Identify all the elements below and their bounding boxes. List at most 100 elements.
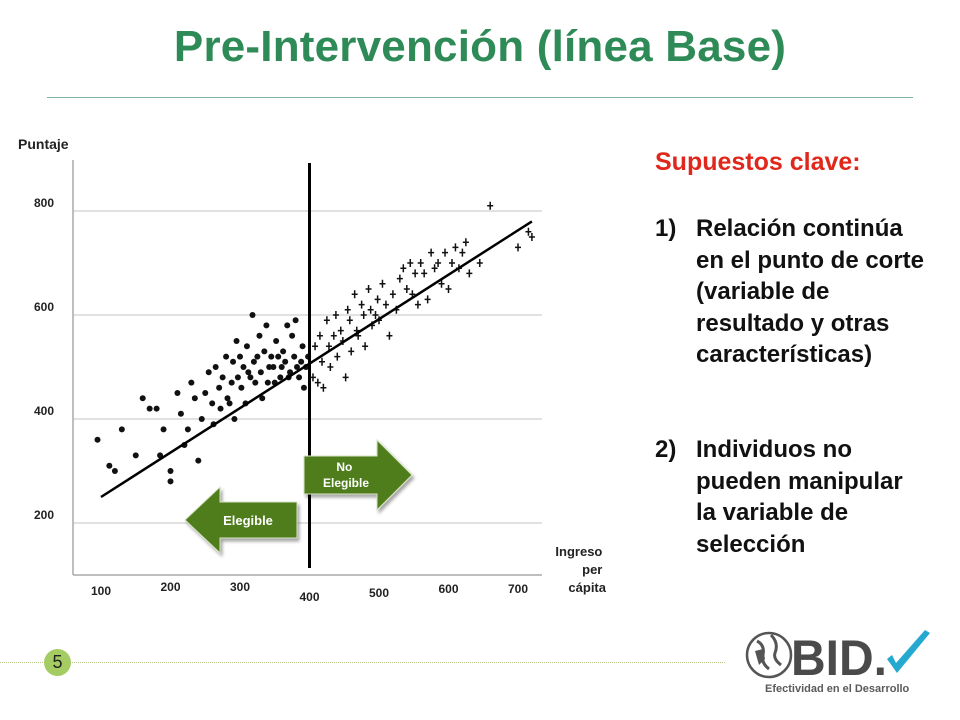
not-eligible-point [316, 331, 323, 340]
checkmark-icon [887, 630, 930, 673]
eligible-point [132, 452, 139, 459]
eligible-point [263, 322, 270, 329]
eligible-point [247, 374, 254, 381]
x-tick-label: 400 [299, 590, 319, 604]
eligible-point [94, 436, 101, 443]
not-eligible-point [332, 311, 339, 319]
eligible-point [219, 374, 226, 381]
eligible-point [167, 478, 174, 485]
eligible-point [259, 395, 266, 402]
not-eligible-point [487, 201, 494, 210]
x-tick-label: 200 [160, 580, 180, 594]
not-eligible-point [424, 295, 431, 304]
eligible-point [223, 353, 230, 360]
eligible-point [118, 426, 125, 433]
not-eligible-point [348, 347, 355, 356]
not-eligible-point [337, 326, 344, 335]
not-eligible-point [374, 295, 381, 304]
page-number-badge: 5 [44, 649, 71, 676]
x-tick-label: 700 [508, 582, 528, 596]
eligible-point [106, 462, 113, 469]
eligible-point [160, 426, 167, 433]
eligible-point [230, 358, 237, 365]
scatter-chart: Puntaje 800 600 400 200 100 200 300 400 500 600 7… [18, 136, 607, 604]
not-eligible-point [396, 274, 403, 283]
eligible-point [249, 312, 256, 318]
eligible-point [167, 468, 174, 474]
not-eligible-point [428, 248, 435, 257]
bid-logo-text: BID. [791, 630, 887, 685]
not-eligible-point [407, 259, 414, 267]
not-eligible-point [334, 352, 341, 361]
eligible-point [237, 353, 243, 360]
y-tick-label: 400 [34, 404, 54, 418]
eligible-point [188, 379, 195, 386]
eligible-point [273, 338, 280, 344]
eligible-point [256, 332, 263, 339]
key-assumptions-title: Supuestos clave: [655, 148, 861, 176]
eligible-point [266, 364, 273, 370]
not-eligible-point [382, 300, 389, 309]
grid-lines [73, 210, 542, 524]
slide-title: Pre-Intervención (línea Base) [173, 22, 787, 71]
eligible-point [282, 358, 289, 365]
bid-logo: BID. Efectividad en el Desarrollo [735, 625, 935, 705]
key-point-text: Relación continúa en el punto de corte (… [696, 215, 925, 368]
not-eligible-point [525, 227, 532, 236]
eligible-point [300, 384, 307, 391]
eligible-point [228, 379, 235, 386]
eligible-point [191, 395, 198, 402]
y-axis-label: Puntaje [18, 136, 69, 152]
eligible-point [250, 358, 257, 365]
y-tick-labels: 800 600 400 200 [34, 196, 54, 522]
eligible-point [153, 405, 160, 412]
eligible-point [231, 416, 238, 422]
not-eligible-point [417, 259, 424, 267]
eligible-point [234, 374, 241, 381]
eligible-point [284, 322, 291, 329]
eligible-point [261, 348, 268, 355]
eligible-point [280, 348, 287, 355]
key-point-number: 1) [655, 215, 677, 242]
x-tick-labels: 100 200 300 400 500 600 700 [91, 580, 528, 604]
eligible-point [264, 379, 271, 386]
not-eligible-point [346, 316, 353, 325]
y-tick-label: 800 [34, 196, 54, 210]
not-eligible-point [319, 357, 326, 366]
not-eligible-point [379, 279, 386, 288]
eligible-point [268, 353, 275, 360]
not-eligible-point [445, 285, 452, 293]
eligible-point [184, 426, 191, 433]
eligible-point [205, 369, 212, 376]
not-eligible-point [358, 300, 365, 309]
eligible-arrow: Elegible [184, 485, 298, 555]
eligible-point [278, 364, 285, 370]
not-eligible-point [365, 285, 372, 293]
not-eligible-point [312, 342, 319, 351]
eligible-point [209, 400, 216, 407]
eligible-point [243, 343, 250, 350]
eligible-point [233, 338, 240, 344]
eligible-point [277, 374, 284, 381]
not-eligible-point [389, 290, 396, 299]
eligible-point [238, 384, 245, 391]
y-tick-label: 200 [34, 508, 54, 522]
not-eligible-point [362, 342, 369, 351]
not-eligible-point [351, 290, 358, 299]
eligible-point [177, 410, 184, 417]
not-eligible-point [414, 300, 421, 309]
eligible-point [254, 353, 261, 360]
not-eligible-point [431, 264, 438, 273]
not-eligible-point [386, 331, 393, 340]
not-eligible-point [323, 316, 330, 325]
not-eligible-point [314, 378, 321, 387]
not-eligible-point [372, 311, 379, 319]
eligible-point [299, 343, 306, 350]
eligible-point [270, 364, 277, 370]
not-eligible-arrow: No Elegible [303, 438, 413, 512]
eligible-point [146, 405, 153, 412]
x-tick-label: 500 [369, 586, 389, 600]
x-axis-label: Ingreso per cápita [555, 544, 606, 595]
eligible-point [296, 374, 303, 381]
bid-logo-tagline: Efectividad en el Desarrollo [765, 683, 910, 695]
